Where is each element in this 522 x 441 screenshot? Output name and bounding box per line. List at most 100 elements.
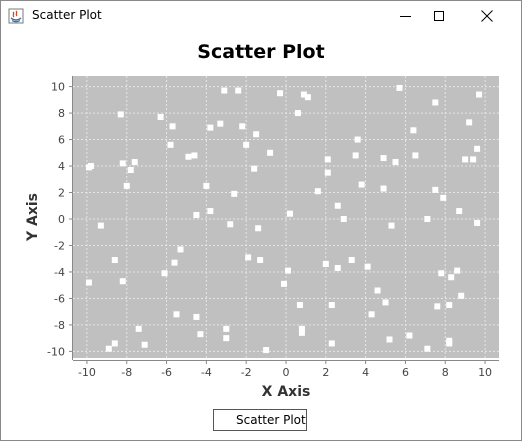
y-tick-label: -2 [54, 239, 65, 252]
x-tick-label: -4 [201, 366, 212, 379]
legend-label: Scatter Plot [236, 413, 306, 427]
data-point [221, 87, 228, 94]
data-point [456, 208, 463, 215]
data-point [281, 280, 288, 287]
data-point [85, 279, 92, 286]
data-point [255, 225, 262, 232]
data-point [440, 194, 447, 201]
data-point [191, 152, 198, 159]
data-point [434, 303, 441, 310]
data-point [286, 210, 293, 217]
data-point [352, 152, 359, 159]
x-tick-label: 2 [322, 366, 329, 379]
data-point [380, 185, 387, 192]
data-point [432, 186, 439, 193]
data-point [474, 219, 481, 226]
data-point [227, 221, 234, 228]
data-point [231, 190, 238, 197]
data-point [171, 259, 178, 266]
data-point [406, 332, 413, 339]
data-point [412, 152, 419, 159]
data-point [105, 345, 112, 352]
y-tick-label: 2 [58, 187, 65, 200]
data-point [324, 156, 331, 163]
data-point [207, 208, 214, 215]
data-point [382, 299, 389, 306]
y-tick-label: -10 [47, 345, 65, 358]
data-point [448, 274, 455, 281]
data-point [300, 91, 307, 98]
y-tick-label: 6 [58, 134, 65, 147]
data-point [243, 141, 250, 148]
x-tick-label: -6 [161, 366, 172, 379]
data-point [117, 111, 124, 118]
y-tick-label: 8 [58, 107, 65, 120]
data-point [368, 311, 375, 318]
data-point [169, 123, 176, 130]
data-point [173, 311, 180, 318]
data-point [392, 159, 399, 166]
data-point [334, 264, 341, 271]
data-point [328, 340, 335, 347]
x-tick-label: 8 [442, 366, 449, 379]
data-point [157, 114, 164, 121]
data-point [386, 336, 393, 343]
data-point [314, 188, 321, 195]
data-point [424, 345, 431, 352]
data-point [424, 215, 431, 222]
data-point [257, 257, 264, 264]
data-point [476, 91, 483, 98]
data-point [354, 136, 361, 143]
data-point [348, 257, 355, 264]
x-tick-label: 6 [402, 366, 409, 379]
data-point [277, 90, 284, 97]
data-point [296, 302, 303, 309]
x-tick-label: -10 [78, 366, 96, 379]
y-tick-label: -4 [54, 266, 65, 279]
data-point [298, 329, 305, 336]
data-point [284, 267, 291, 274]
y-tick-label: -8 [54, 319, 65, 332]
data-point [193, 212, 200, 219]
window-title: Scatter Plot [32, 8, 102, 22]
data-point [193, 313, 200, 320]
legend-swatch [220, 417, 226, 423]
data-point [294, 110, 301, 117]
data-point [410, 127, 417, 134]
java-app-icon [8, 8, 24, 28]
x-tick-label: 10 [478, 366, 492, 379]
data-point [470, 156, 477, 163]
data-point [207, 124, 214, 131]
data-point [458, 292, 465, 299]
maximize-button[interactable] [416, 1, 462, 31]
data-point [141, 341, 148, 348]
data-point [217, 120, 224, 127]
close-button[interactable] [464, 1, 510, 31]
data-point [253, 131, 260, 138]
y-tick-label: 0 [58, 213, 65, 226]
maximize-icon [434, 11, 444, 21]
data-point [111, 257, 118, 264]
data-point [267, 149, 274, 156]
x-axis-label: X Axis [262, 384, 311, 400]
y-tick-label: 4 [58, 160, 65, 173]
data-point [358, 181, 365, 188]
data-point [167, 141, 174, 148]
data-point [304, 94, 311, 101]
data-point [263, 347, 270, 354]
data-point [328, 302, 335, 309]
data-point [454, 267, 461, 274]
data-point [223, 335, 230, 342]
data-point [432, 99, 439, 106]
data-point [374, 287, 381, 294]
data-point [322, 261, 329, 267]
minimize-icon [400, 16, 411, 17]
data-point [161, 270, 168, 277]
data-point [446, 340, 453, 347]
title-bar[interactable]: Scatter Plot [1, 1, 521, 31]
x-tick-label: 0 [283, 366, 290, 379]
data-point [97, 222, 104, 229]
minimize-button[interactable] [383, 1, 429, 31]
